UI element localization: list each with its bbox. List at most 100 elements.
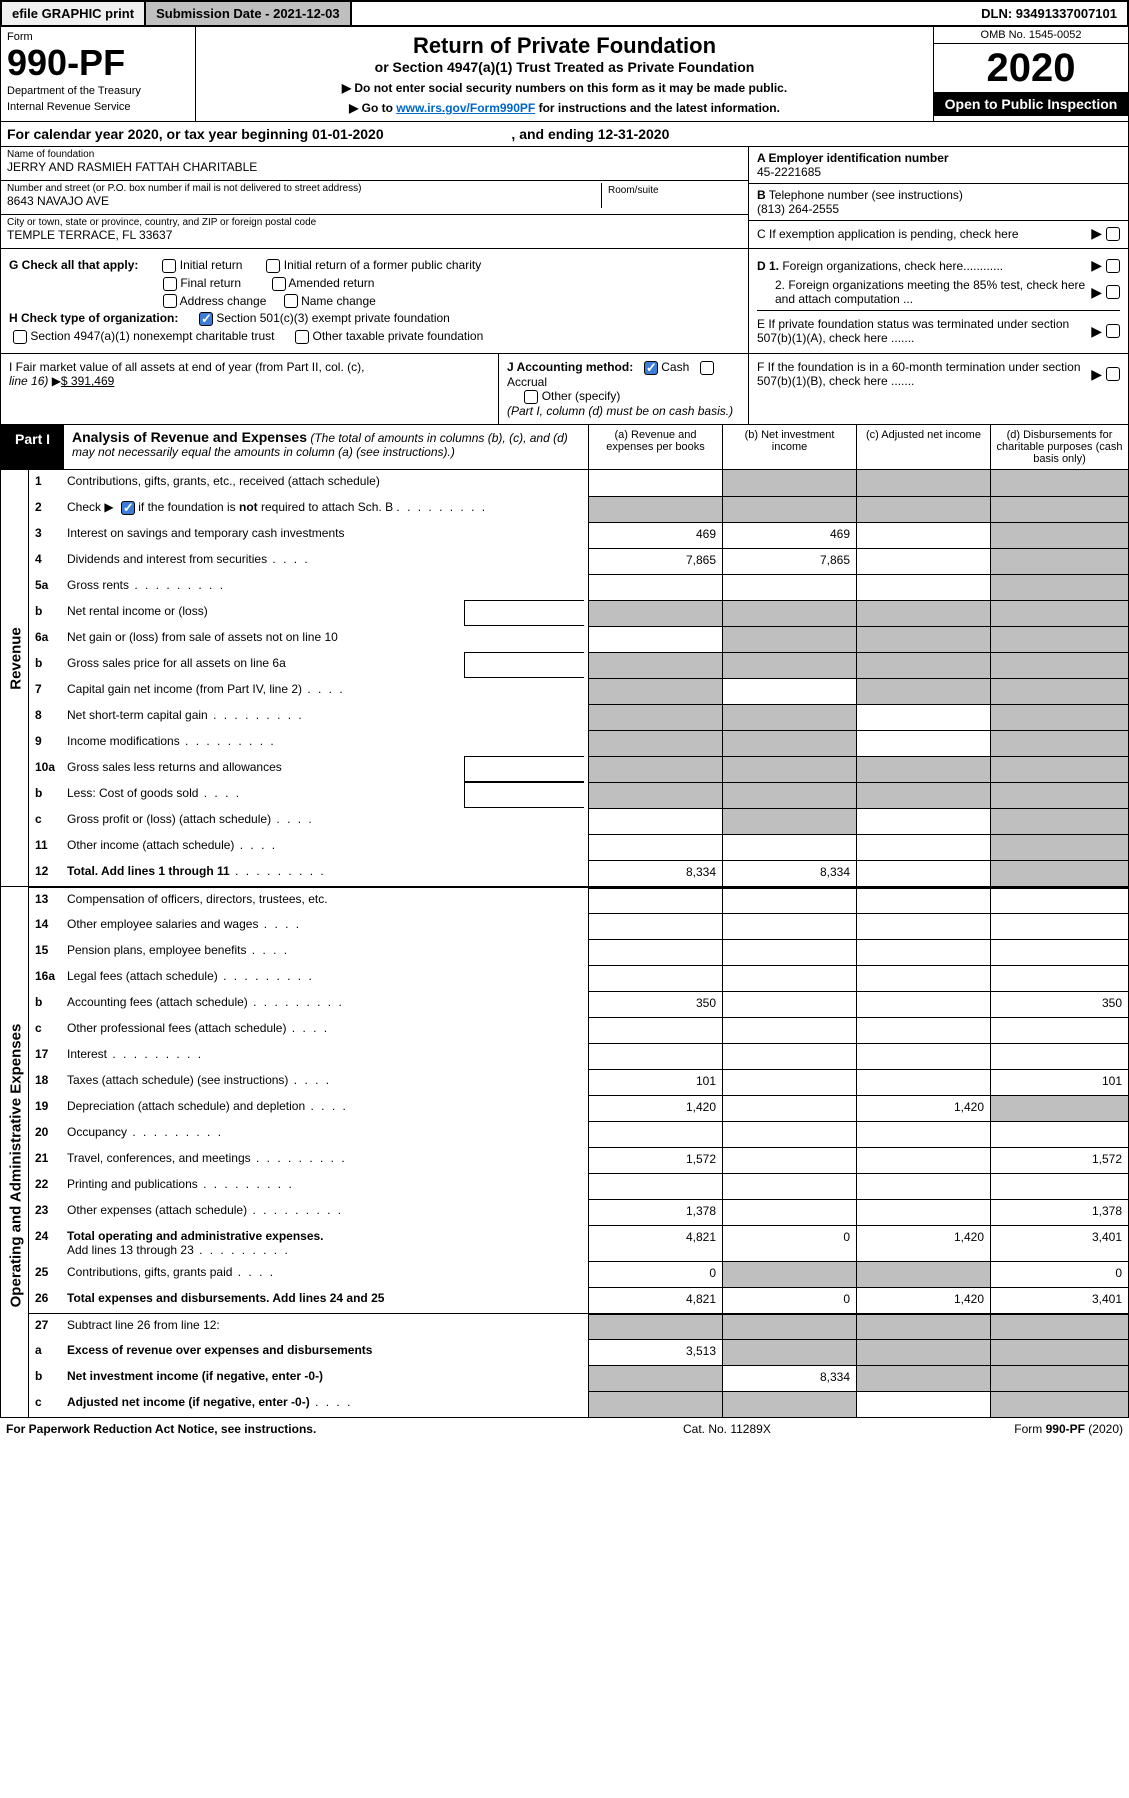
row-num: 13 xyxy=(29,888,67,913)
j-note: (Part I, column (d) must be on cash basi… xyxy=(507,404,733,418)
row-desc: Printing and publications xyxy=(67,1173,588,1199)
row-num: 5a xyxy=(29,574,67,600)
r2-a: Check ▶ xyxy=(67,500,114,514)
d1-checkbox[interactable] xyxy=(1106,259,1120,273)
row-num: 26 xyxy=(29,1287,67,1313)
phone-label-txt: Telephone number (see instructions) xyxy=(766,188,963,202)
part1-title: Analysis of Revenue and Expenses xyxy=(72,429,307,445)
cell-value: 4,821 xyxy=(588,1287,722,1313)
cell-value: 4,821 xyxy=(588,1225,722,1261)
initial-return-checkbox[interactable] xyxy=(162,259,176,273)
row-desc: Total operating and administrative expen… xyxy=(67,1225,588,1261)
row-desc: Gross sales price for all assets on line… xyxy=(67,652,588,678)
table-row: c Other professional fees (attach schedu… xyxy=(29,1017,1128,1043)
note2-a: ▶ Go to xyxy=(349,101,396,115)
table-row: 21 Travel, conferences, and meetings 1,5… xyxy=(29,1147,1128,1173)
initial-return-label: Initial return xyxy=(180,258,243,272)
addr-label: Number and street (or P.O. box number if… xyxy=(7,183,601,194)
d2-row: 2. Foreign organizations meeting the 85%… xyxy=(757,278,1120,306)
j-block: J Accounting method: Cash Accrual Other … xyxy=(498,354,748,424)
table-row: 15 Pension plans, employee benefits xyxy=(29,939,1128,965)
part1-header: Part I Analysis of Revenue and Expenses … xyxy=(0,425,1129,470)
row-num: 14 xyxy=(29,913,67,939)
efile-print-button[interactable]: efile GRAPHIC print xyxy=(2,2,146,25)
cell-value: 8,334 xyxy=(722,1365,856,1391)
form-header: Form 990-PF Department of the Treasury I… xyxy=(0,27,1129,122)
j-accrual-checkbox[interactable] xyxy=(700,361,714,375)
amended-checkbox[interactable] xyxy=(272,277,286,291)
check-section: G Check all that apply: Initial return I… xyxy=(0,249,1129,354)
e-checkbox[interactable] xyxy=(1106,324,1120,338)
row-num: 2 xyxy=(29,496,67,522)
table-row: 25 Contributions, gifts, grants paid 0 0 xyxy=(29,1261,1128,1287)
name-change-label: Name change xyxy=(301,294,376,308)
j-cash-label: Cash xyxy=(661,360,689,374)
f-checkbox[interactable] xyxy=(1106,367,1120,381)
irs-link[interactable]: www.irs.gov/Form990PF xyxy=(396,101,535,115)
cell-value: 101 xyxy=(588,1069,722,1095)
j-cash-checkbox[interactable] xyxy=(644,361,658,375)
row-num: 24 xyxy=(29,1225,67,1261)
city-label: City or town, state or province, country… xyxy=(7,217,742,228)
col-a-header: (a) Revenue and expenses per books xyxy=(588,425,722,469)
row-desc: Interest xyxy=(67,1043,588,1069)
h-501-checkbox[interactable] xyxy=(199,312,213,326)
col-b-header: (b) Net investment income xyxy=(722,425,856,469)
arrow-icon: ▶ xyxy=(1091,323,1102,340)
d2-checkbox[interactable] xyxy=(1106,285,1120,299)
exemption-text: C If exemption application is pending, c… xyxy=(757,227,1091,241)
schb-checkbox[interactable] xyxy=(121,501,135,515)
row-desc: Gross profit or (loss) (attach schedule) xyxy=(67,808,588,834)
final-return-checkbox[interactable] xyxy=(163,277,177,291)
row-desc: Travel, conferences, and meetings xyxy=(67,1147,588,1173)
name-cell: Name of foundation JERRY AND RASMIEH FAT… xyxy=(1,147,748,181)
initial-former-checkbox[interactable] xyxy=(266,259,280,273)
row-num: b xyxy=(29,600,67,626)
row-num: 21 xyxy=(29,1147,67,1173)
i-value: $ 391,469 xyxy=(61,374,114,388)
row-num: 16a xyxy=(29,965,67,991)
name-change-checkbox[interactable] xyxy=(284,294,298,308)
table-row: 7 Capital gain net income (from Part IV,… xyxy=(29,678,1128,704)
opex-body: 13 Compensation of officers, directors, … xyxy=(29,887,1128,1417)
addr-change-checkbox[interactable] xyxy=(163,294,177,308)
h-row: H Check type of organization: Section 50… xyxy=(9,311,740,326)
row-num: 17 xyxy=(29,1043,67,1069)
cell-value: 1,420 xyxy=(588,1095,722,1121)
h-other-label: Other taxable private foundation xyxy=(313,329,484,343)
sidetab-opex-label: Operating and Administrative Expenses xyxy=(8,1000,25,1330)
row-num: 23 xyxy=(29,1199,67,1225)
row-num: 12 xyxy=(29,860,67,886)
cell-value: 101 xyxy=(990,1069,1128,1095)
row-desc: Taxes (attach schedule) (see instruction… xyxy=(67,1069,588,1095)
row-num: 9 xyxy=(29,730,67,756)
row-num: c xyxy=(29,1017,67,1043)
row-num: 11 xyxy=(29,834,67,860)
h-other-checkbox[interactable] xyxy=(295,330,309,344)
footer: For Paperwork Reduction Act Notice, see … xyxy=(0,1418,1129,1440)
exemption-checkbox[interactable] xyxy=(1106,227,1120,241)
cell-value: 0 xyxy=(990,1261,1128,1287)
row-desc: Other income (attach schedule) xyxy=(67,834,588,860)
final-return-label: Final return xyxy=(180,276,241,290)
j-label: J Accounting method: xyxy=(507,360,633,374)
h-4947-checkbox[interactable] xyxy=(13,330,27,344)
name-label: Name of foundation xyxy=(7,149,742,160)
row-num: 4 xyxy=(29,548,67,574)
row-num: 18 xyxy=(29,1069,67,1095)
h-4947-label: Section 4947(a)(1) nonexempt charitable … xyxy=(30,329,274,343)
form-subtitle: or Section 4947(a)(1) Trust Treated as P… xyxy=(206,59,923,75)
g-row2: Final return Amended return xyxy=(9,276,740,291)
row-desc: Gross rents xyxy=(67,574,588,600)
row-num: 7 xyxy=(29,678,67,704)
row-desc: Less: Cost of goods sold xyxy=(67,782,588,808)
phone-value: (813) 264-2555 xyxy=(757,202,1120,216)
g-row: G Check all that apply: Initial return I… xyxy=(9,258,740,273)
form-right-block: OMB No. 1545-0052 2020 Open to Public In… xyxy=(933,27,1128,121)
ein-label: A Employer identification number xyxy=(757,151,1120,165)
j-other-checkbox[interactable] xyxy=(524,390,538,404)
e-row: E If private foundation status was termi… xyxy=(757,310,1120,345)
table-row: 20 Occupancy xyxy=(29,1121,1128,1147)
info-block: Name of foundation JERRY AND RASMIEH FAT… xyxy=(0,147,1129,249)
footer-mid: Cat. No. 11289X xyxy=(683,1422,943,1436)
